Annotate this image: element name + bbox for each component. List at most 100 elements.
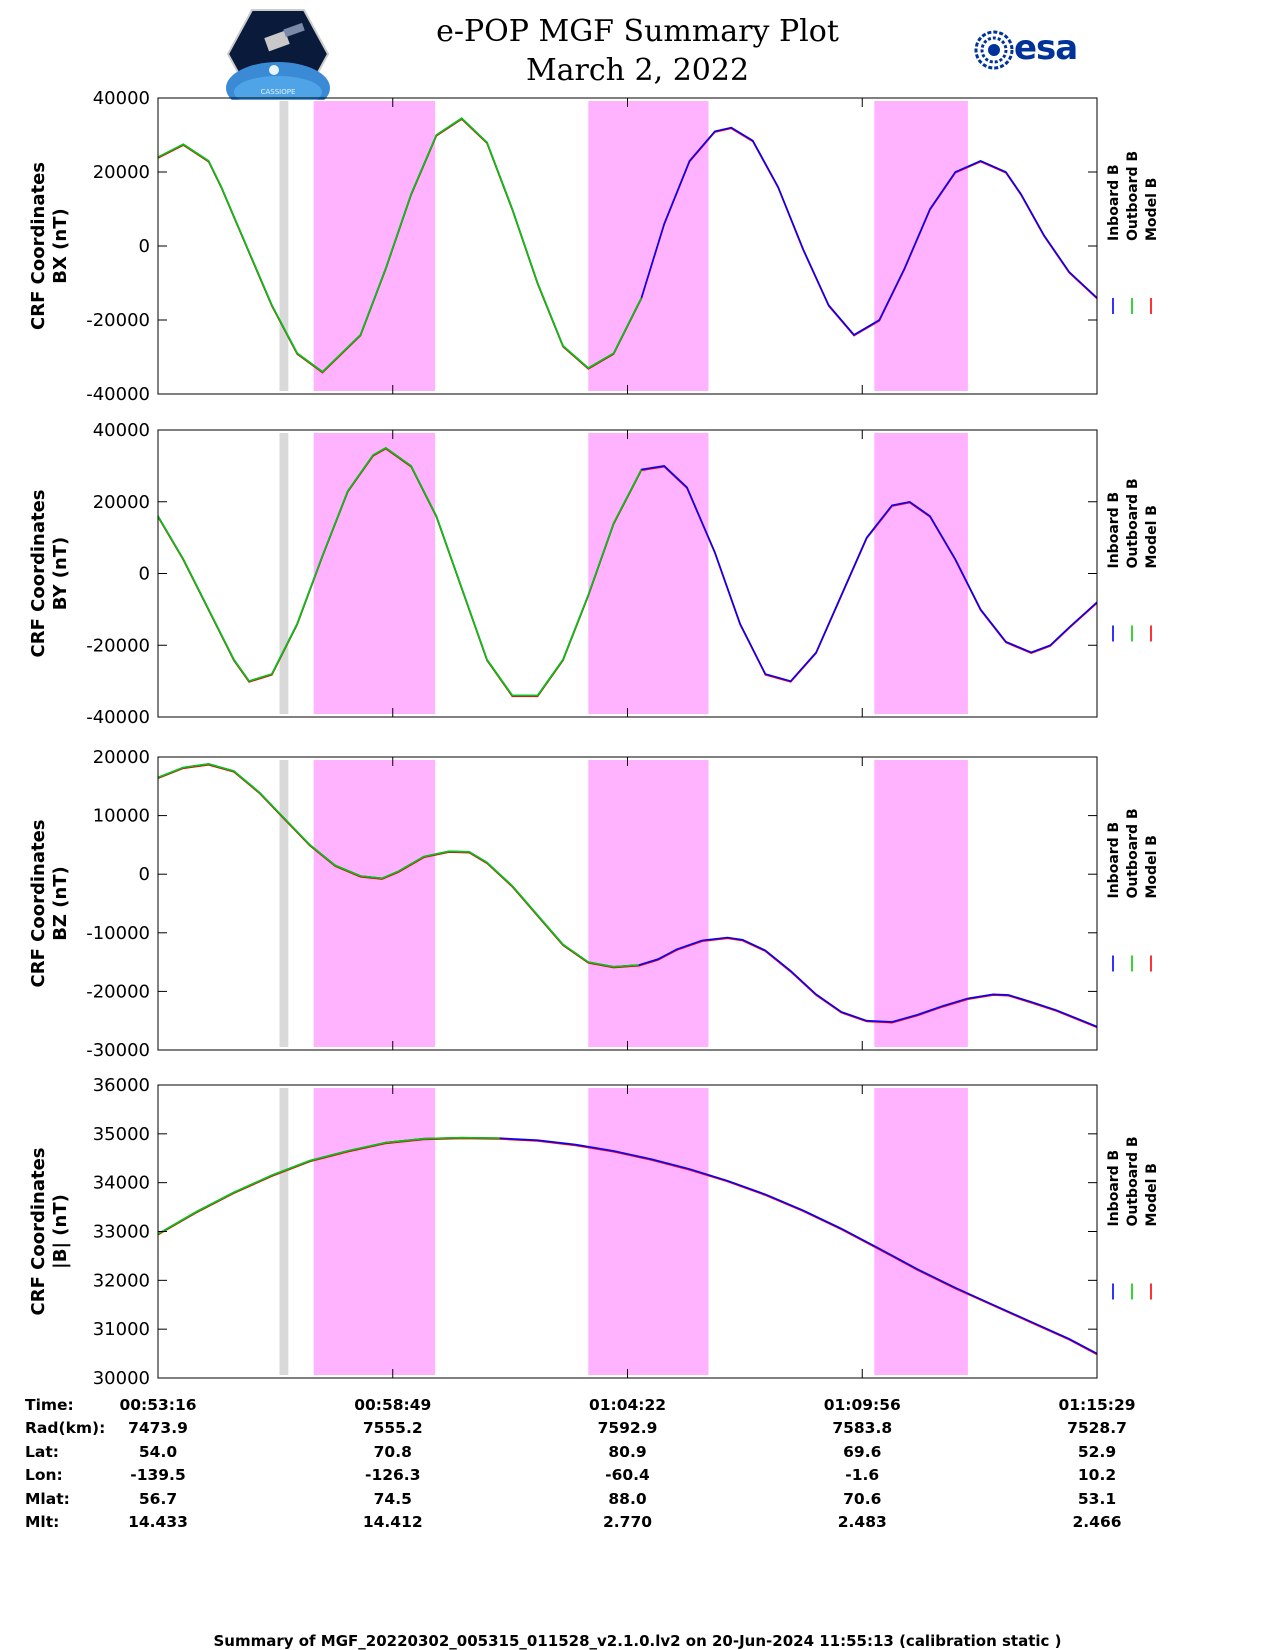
ephemeris-value: 7528.7: [1022, 1419, 1172, 1437]
ephemeris-label: Mlat:: [25, 1490, 70, 1508]
y-tick-label: 20000: [93, 162, 150, 183]
panel-3: 20000 10000 0 -10000 -20000 -30000 CRF Coordin…: [28, 747, 1160, 1061]
magenta-shade-band-1: [314, 433, 435, 714]
y-axis-label-line2: |B| (nT): [50, 1194, 71, 1269]
y-tick-label: 31000: [93, 1319, 150, 1340]
magenta-shade-band-1: [314, 101, 435, 391]
y-axis-label-line1: CRF Coordinates: [28, 490, 49, 658]
magenta-shade-band-1: [314, 1088, 435, 1375]
ephemeris-label: Mlt:: [25, 1513, 59, 1531]
legend-label: Model B: [1144, 835, 1160, 898]
magenta-shade-band-2: [588, 101, 708, 391]
ephemeris-value: 7583.8: [787, 1419, 937, 1437]
y-tick-label: -10000: [86, 923, 150, 944]
y-tick-label: 40000: [93, 420, 150, 441]
ephemeris-row: Rad(km): 7473.9 7555.2 7592.9 7583.8 7528.7: [0, 1419, 1275, 1441]
y-axis-label: CRF Coordinates|B| (nT): [28, 1148, 71, 1316]
legend-label: Model B: [1144, 505, 1160, 568]
legend-label: Inboard B: [1106, 1150, 1122, 1227]
ephemeris-row: Mlt: 14.433 14.412 2.770 2.483 2.466: [0, 1513, 1275, 1535]
ephemeris-row: Lon: -139.5 -126.3 -60.4 -1.6 10.2: [0, 1466, 1275, 1488]
ephemeris-value: 7473.9: [83, 1419, 233, 1437]
y-tick-label: 20000: [93, 747, 150, 768]
magenta-shade-band-2: [588, 760, 708, 1047]
legend-label: Outboard B: [1125, 151, 1141, 241]
ephemeris-value: 01:09:56: [787, 1396, 937, 1414]
ephemeris-value: 69.6: [787, 1443, 937, 1461]
ephemeris-value: 2.770: [553, 1513, 703, 1531]
gray-shade-band: [279, 101, 288, 391]
y-tick-label: 36000: [93, 1075, 150, 1096]
ephemeris-value: 14.433: [83, 1513, 233, 1531]
gray-shade-band: [279, 1088, 288, 1375]
y-tick-label: -20000: [86, 310, 150, 331]
ephemeris-value: 52.9: [1022, 1443, 1172, 1461]
y-tick-label: 0: [139, 864, 150, 885]
y-tick-label: -30000: [86, 1040, 150, 1061]
ephemeris-value: 14.412: [318, 1513, 468, 1531]
ephemeris-value: -60.4: [553, 1466, 703, 1484]
magenta-shade-band-3: [874, 1088, 968, 1375]
ephemeris-value: 01:04:22: [553, 1396, 703, 1414]
ephemeris-value: 56.7: [83, 1490, 233, 1508]
y-axis-label-line1: CRF Coordinates: [28, 820, 49, 988]
y-tick-label: 34000: [93, 1173, 150, 1194]
panel-4: 36000 35000 34000 33000 32000 31000 30000 CRF C…: [28, 1075, 1160, 1389]
panel-1: 40000 20000 0 -20000 -40000 CRF CoordinatesBX…: [28, 88, 1160, 405]
y-tick-label: -20000: [86, 981, 150, 1002]
ephemeris-value: 54.0: [83, 1443, 233, 1461]
magenta-shade-band-2: [588, 433, 708, 714]
ephemeris-value: -126.3: [318, 1466, 468, 1484]
y-tick-label: -40000: [86, 707, 150, 728]
ephemeris-value: 00:58:49: [318, 1396, 468, 1414]
ephemeris-row: Lat: 54.0 70.8 80.9 69.6 52.9: [0, 1443, 1275, 1465]
legend-label: Inboard B: [1106, 164, 1122, 241]
y-tick-label: 32000: [93, 1270, 150, 1291]
y-axis-label-line2: BZ (nT): [50, 866, 71, 941]
ephemeris-row: Mlat: 56.7 74.5 88.0 70.6 53.1: [0, 1490, 1275, 1512]
ephemeris-value: 00:53:16: [83, 1396, 233, 1414]
y-axis-label-line1: CRF Coordinates: [28, 1148, 49, 1316]
y-axis-label-line2: BX (nT): [50, 208, 71, 283]
ephemeris-value: 7592.9: [553, 1419, 703, 1437]
y-tick-label: -20000: [86, 635, 150, 656]
magenta-shade-band-2: [588, 1088, 708, 1375]
legend-label: Model B: [1144, 1163, 1160, 1226]
ephemeris-value: 80.9: [553, 1443, 703, 1461]
ephemeris-value: 2.483: [787, 1513, 937, 1531]
ephemeris-value: 70.8: [318, 1443, 468, 1461]
panel-2: 40000 20000 0 -20000 -40000 CRF CoordinatesBY…: [28, 420, 1160, 728]
y-tick-label: 30000: [93, 1368, 150, 1389]
ephemeris-value: 53.1: [1022, 1490, 1172, 1508]
y-tick-label: 33000: [93, 1222, 150, 1243]
ephemeris-label: Lon:: [25, 1466, 63, 1484]
legend-label: Inboard B: [1106, 822, 1122, 899]
y-axis-label-line2: BY (nT): [50, 537, 71, 611]
magenta-shade-band-1: [314, 760, 435, 1047]
ephemeris-value: 7555.2: [318, 1419, 468, 1437]
y-tick-label: 10000: [93, 806, 150, 827]
ephemeris-label: Time:: [25, 1396, 74, 1414]
gray-shade-band: [279, 760, 288, 1047]
y-tick-label: 0: [139, 564, 150, 585]
y-axis-label: CRF CoordinatesBZ (nT): [28, 820, 71, 988]
y-axis-label-line1: CRF Coordinates: [28, 162, 49, 330]
footer-summary: Summary of MGF_20220302_005315_011528_v2…: [0, 1632, 1275, 1650]
legend-label: Inboard B: [1106, 492, 1122, 569]
legend-label: Outboard B: [1125, 1136, 1141, 1226]
y-axis-label: CRF CoordinatesBX (nT): [28, 162, 71, 330]
ephemeris-value: 74.5: [318, 1490, 468, 1508]
y-tick-label: -40000: [86, 384, 150, 405]
ephemeris-label: Lat:: [25, 1443, 59, 1461]
y-tick-label: 0: [139, 236, 150, 257]
y-axis-label: CRF CoordinatesBY (nT): [28, 490, 71, 658]
gray-shade-band: [279, 433, 288, 714]
ephemeris-value: 2.466: [1022, 1513, 1172, 1531]
ephemeris-value: -1.6: [787, 1466, 937, 1484]
ephemeris-value: 01:15:29: [1022, 1396, 1172, 1414]
ephemeris-value: 88.0: [553, 1490, 703, 1508]
legend-label: Outboard B: [1125, 808, 1141, 898]
ephemeris-value: 10.2: [1022, 1466, 1172, 1484]
magenta-shade-band-3: [874, 433, 968, 714]
ephemeris-value: 70.6: [787, 1490, 937, 1508]
